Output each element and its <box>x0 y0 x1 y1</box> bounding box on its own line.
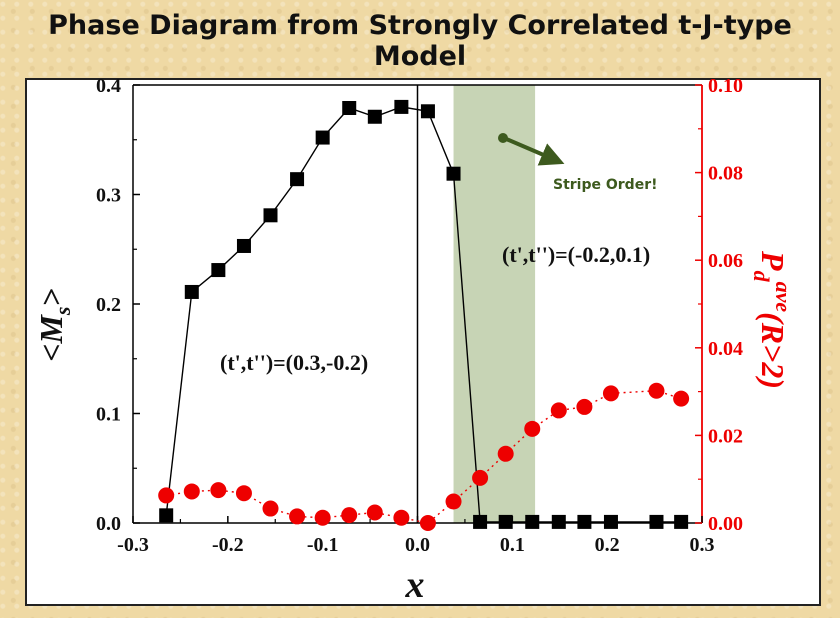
y-right-tick-label: 0.10 <box>708 75 743 97</box>
annotation-stripe: Stripe Order! <box>553 177 657 193</box>
stripe-arrow-dot <box>498 133 508 143</box>
ms-point <box>446 166 461 181</box>
ms-point <box>649 514 664 529</box>
y-right-tick-label: 0.06 <box>708 250 743 272</box>
pd-point <box>576 398 593 415</box>
pd-point <box>602 385 619 402</box>
ms-point <box>184 284 199 299</box>
ms-point <box>367 109 382 124</box>
pd-point <box>524 420 541 437</box>
ms-point <box>577 514 592 529</box>
y-left-tick-label: 0.1 <box>96 404 121 426</box>
stripe-band <box>453 85 536 523</box>
ms-point <box>236 238 251 253</box>
y-right-tick-label: 0.08 <box>708 163 743 185</box>
pd-point <box>393 509 410 526</box>
pd-point <box>648 382 665 399</box>
y-left-tick-label: 0.4 <box>96 75 121 97</box>
pd-point <box>419 515 436 531</box>
pd-point <box>158 487 175 504</box>
series-lines-layer <box>165 106 682 524</box>
ms-series-line <box>165 106 682 523</box>
ms-point <box>498 514 513 529</box>
pd-point <box>235 485 252 502</box>
ms-point <box>394 99 409 114</box>
stripe-band-layer <box>453 85 536 523</box>
ms-point <box>603 514 618 529</box>
y-right-tick-label: 0.02 <box>708 425 743 447</box>
annotation-left: (t',t'')=(0.3,-0.2) <box>220 350 368 375</box>
pd-point <box>472 469 489 486</box>
ms-point <box>342 100 357 115</box>
axes-layer: -0.3 -0.2 -0.1 0.0 0.1 0.2 0.3 0.0 0.1 0.2 0.3 0.4 0… <box>96 75 743 556</box>
pd-point <box>550 402 567 419</box>
ms-point <box>263 208 278 223</box>
y-left-tick-label: 0.0 <box>96 513 121 535</box>
ms-point <box>551 514 566 529</box>
pd-point <box>262 500 279 517</box>
pd-series-line <box>166 390 682 524</box>
pd-point <box>497 445 514 462</box>
x-tick-label: -0.2 <box>212 534 244 556</box>
series-marks-layer <box>158 99 690 531</box>
x-tick-label: -0.1 <box>307 534 339 556</box>
annotation-right: (t',t'')=(-0.2,0.1) <box>502 242 650 267</box>
y-right-label: Pdave(R>2) <box>749 250 796 389</box>
x-tick-label: 0.3 <box>690 534 715 556</box>
x-tick-label: 0.0 <box>405 534 430 556</box>
ms-point <box>315 130 330 145</box>
x-tick-label: 0.1 <box>500 534 525 556</box>
y-left-label: <Ms> <box>33 288 75 361</box>
labels-layer: (t',t'')=(0.3,-0.2) (t',t'')=(-0.2,0.1) … <box>33 133 796 606</box>
ms-point <box>420 104 435 119</box>
ms-point <box>525 514 540 529</box>
pd-point <box>314 509 331 526</box>
pd-point <box>673 390 690 407</box>
x-tick-label: 0.2 <box>595 534 620 556</box>
pd-point <box>445 493 462 510</box>
y-left-tick-label: 0.2 <box>96 294 121 316</box>
y-right-tick-label: 0.00 <box>708 513 743 535</box>
slide-title: Phase Diagram from Strongly Correlated t… <box>48 10 792 72</box>
y-left-tick-label: 0.3 <box>96 185 121 207</box>
y-right-tick-label: 0.04 <box>708 338 743 360</box>
x-axis-label: x <box>405 564 425 606</box>
pd-point <box>366 504 383 521</box>
pd-point <box>183 483 200 500</box>
pd-point <box>210 482 227 499</box>
svg-text:Pdave(R>2): Pdave(R>2) <box>749 250 796 389</box>
stripe-arrow <box>503 136 565 166</box>
svg-text:<Ms>: <Ms> <box>33 288 75 361</box>
ms-point <box>290 172 305 187</box>
x-tick-label: -0.3 <box>117 534 149 556</box>
ms-point <box>674 514 689 529</box>
ms-point <box>473 514 488 529</box>
ms-point <box>211 263 226 278</box>
ms-point <box>159 508 174 523</box>
pd-point <box>289 508 306 525</box>
pd-point <box>341 507 358 524</box>
